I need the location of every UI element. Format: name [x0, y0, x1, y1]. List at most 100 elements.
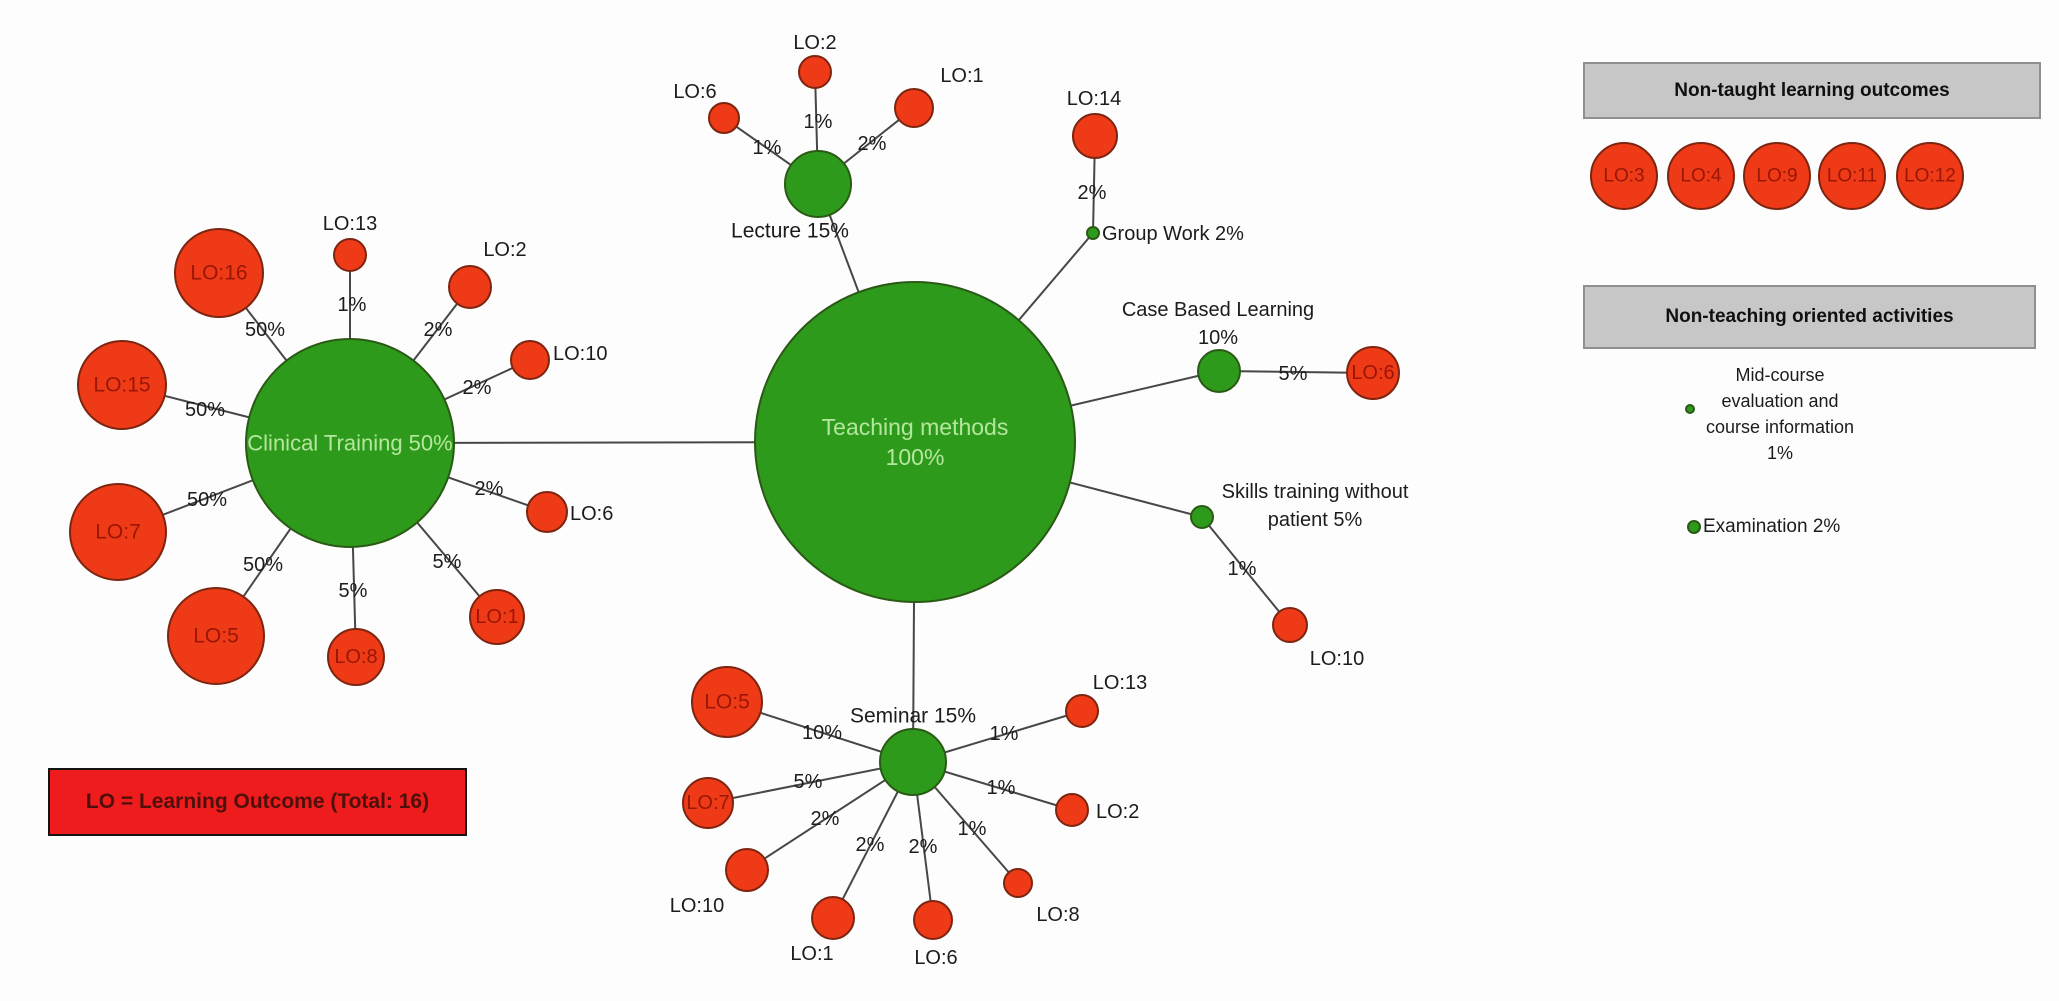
node-clinical-lo1-label: LO:1 [475, 606, 518, 628]
node-clinical-lo16-label: LO:16 [190, 262, 247, 285]
node-group-work-label: Group Work 2% [1102, 223, 1244, 245]
edge-clinical-lo13-label: 1% [338, 294, 367, 316]
node-case-based-learning-label-1: 10% [1198, 327, 1238, 349]
node-skills-lo10-label: LO:10 [1310, 648, 1364, 670]
node-clinical-lo10-label: LO:10 [553, 343, 607, 365]
node-clinical-lo13-label: LO:13 [323, 213, 377, 235]
node-clinical-lo2-label: LO:2 [483, 239, 526, 261]
node-lecture-lo6-label: LO:6 [673, 81, 716, 103]
node-seminar-lo2 [1055, 793, 1089, 827]
legend-box: LO = Learning Outcome (Total: 16) [48, 768, 467, 836]
edge-clinical-lo7-label: 50% [187, 489, 227, 511]
edge-seminar-lo6-label: 2% [909, 836, 938, 858]
node-seminar [879, 728, 947, 796]
edge-skills-lo10 [1201, 516, 1291, 626]
node-teaching-methods-label: Teaching methods [822, 414, 1009, 440]
edge-seminar-lo13-label: 1% [990, 723, 1019, 745]
edge-clinical-lo1-label: 5% [433, 551, 462, 573]
node-seminar-lo13-label: LO:13 [1093, 672, 1147, 694]
node-skills-training-label-1: patient 5% [1268, 509, 1363, 531]
node-panel-lo11 [1818, 142, 1886, 210]
edge-seminar-lo1-label: 2% [856, 834, 885, 856]
midcourse-line-2: evaluation and [1721, 391, 1839, 411]
node-lecture-lo6 [708, 102, 740, 134]
node-lecture-lo1-label: LO:1 [940, 65, 983, 87]
node-groupwork-lo14-label: LO:14 [1067, 88, 1121, 110]
node-examination-dot [1687, 520, 1701, 534]
node-seminar-lo5 [691, 666, 763, 738]
non-taught-outcomes-title: Non-taught learning outcomes [1674, 79, 1950, 101]
node-lecture-lo2 [798, 55, 832, 89]
node-panel-lo12 [1896, 142, 1964, 210]
legend-text: LO = Learning Outcome (Total: 16) [85, 790, 430, 813]
node-seminar-lo10-label: LO:10 [670, 895, 724, 917]
edge-clinical-lo5-label: 50% [243, 554, 283, 576]
node-skills-training [1190, 505, 1214, 529]
labels-layer: 50% 1% 2% 2% 50% 50% 2% 50% 5% 5% 1% 1% 2% 2% 5% 1% 10% 5… [93, 32, 1955, 969]
node-panel-lo11-label: LO:11 [1827, 166, 1877, 187]
node-clinical-training-label: Clinical Training 50% [247, 431, 452, 456]
node-seminar-lo5-label: LO:5 [704, 691, 750, 714]
node-clinical-lo5-label: LO:5 [193, 625, 239, 648]
node-panel-lo9 [1743, 142, 1811, 210]
midcourse-line-1: Mid-course [1735, 365, 1825, 385]
node-clinical-lo10 [510, 340, 550, 380]
edge-clinical-lo15-label: 50% [185, 399, 225, 421]
node-seminar-lo8-label: LO:8 [1036, 904, 1079, 926]
node-seminar-label: Seminar 15% [850, 705, 976, 728]
edge-lecture-lo1-label: 2% [858, 133, 887, 155]
node-clinical-training [245, 338, 455, 548]
edge-seminar-lo10-label: 2% [811, 808, 840, 830]
edge-lecture-lo6-label: 1% [753, 137, 782, 159]
node-case-based-learning-label-0: Case Based Learning [1122, 299, 1314, 321]
node-lecture-lo2-label: LO:2 [793, 32, 836, 54]
node-clinical-lo8-label: LO:8 [334, 646, 377, 668]
edge-skills-lo10-label: 1% [1228, 558, 1257, 580]
node-panel-lo4 [1667, 142, 1735, 210]
node-panel-lo3-label: LO:3 [1603, 166, 1644, 187]
edge-clinical-lo6-label: 2% [475, 478, 504, 500]
node-seminar-lo13 [1065, 694, 1099, 728]
node-seminar-lo6-label: LO:6 [914, 947, 957, 969]
edge-clinical-lo8-label: 5% [339, 580, 368, 602]
node-clinical-lo6-label: LO:6 [570, 503, 613, 525]
node-seminar-lo7 [682, 777, 734, 829]
nodes-layer [69, 55, 1964, 940]
node-seminar-lo10 [725, 848, 769, 892]
edge-seminar-lo2-label: 1% [987, 777, 1016, 799]
midcourse-activity-label: Mid-course evaluation and course informa… [1650, 362, 1910, 466]
node-clinical-lo7 [69, 483, 167, 581]
node-groupwork-lo14 [1072, 113, 1118, 159]
node-clinical-lo6 [526, 491, 568, 533]
node-case-based-learning [1197, 349, 1241, 393]
node-clinical-lo15-label: LO:15 [93, 374, 150, 397]
edge-seminar-lo7-label: 5% [794, 771, 823, 793]
node-lecture-lo1 [894, 88, 934, 128]
node-panel-lo3 [1590, 142, 1658, 210]
node-group-work [1086, 226, 1100, 240]
edge-seminar-lo7 [707, 761, 914, 804]
node-lecture-label: Lecture 15% [731, 220, 849, 243]
edge-clinical-lo16-label: 50% [245, 319, 285, 341]
node-cbl-lo6-label: LO:6 [1351, 362, 1394, 384]
node-skills-training-label-0: Skills training without [1222, 481, 1409, 503]
node-seminar-lo1 [811, 896, 855, 940]
edge-cbl-lo6-label: 5% [1279, 363, 1308, 385]
node-panel-lo4-label: LO:4 [1680, 166, 1722, 187]
edge-clinical-lo10-label: 2% [463, 377, 492, 399]
midcourse-line-3: course information [1705, 417, 1855, 437]
node-teaching-methods-label: 100% [886, 444, 945, 470]
node-clinical-lo1 [469, 589, 525, 645]
node-panel-lo9-label: LO:9 [1756, 166, 1797, 187]
node-panel-lo12-label: LO:12 [1904, 166, 1956, 187]
non-teaching-activities-header: Non-teaching oriented activities [1583, 285, 2036, 349]
node-teaching-methods [754, 281, 1076, 603]
node-seminar-lo8 [1003, 868, 1033, 898]
edge-lecture-lo2-label: 1% [804, 111, 833, 133]
node-seminar-lo1-label: LO:1 [790, 943, 833, 965]
node-seminar-lo2-label: LO:2 [1096, 801, 1139, 823]
node-seminar-lo7-label: LO:7 [686, 792, 729, 814]
node-skills-lo10 [1272, 607, 1308, 643]
